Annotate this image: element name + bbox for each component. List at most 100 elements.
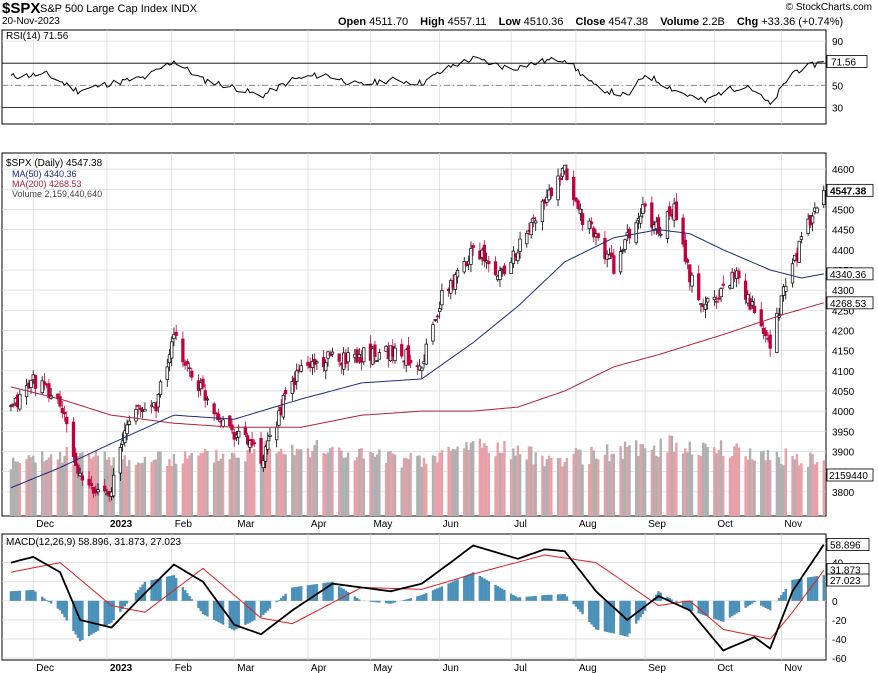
volume-bar: [527, 446, 531, 516]
macd-x-tick-label: Feb: [175, 663, 193, 673]
macd-histogram-bar: [621, 600, 624, 636]
volume-bar: [139, 463, 142, 516]
macd-histogram-bar: [358, 599, 361, 601]
price-x-tick-label: Nov: [784, 519, 802, 530]
volume-bar: [780, 463, 783, 516]
volume-bar: [672, 451, 676, 516]
candle-body: [759, 309, 763, 327]
price-tick-label: 4000: [832, 407, 855, 418]
volume-bar: [697, 454, 700, 516]
candle-body: [103, 485, 107, 492]
price-x-tick-label: Feb: [175, 519, 193, 530]
candle-body: [261, 460, 265, 469]
macd-histogram-bar: [760, 600, 763, 606]
macd-histogram-bar: [784, 588, 788, 601]
candle-body: [471, 245, 475, 248]
price-x-tick-label: Sep: [648, 519, 666, 530]
macd-histogram-bar: [32, 589, 35, 601]
candle-body: [556, 175, 560, 201]
macd-histogram-bar: [715, 600, 718, 620]
macd-histogram-bar: [744, 600, 747, 608]
macd-histogram-bar: [684, 600, 687, 608]
candle-body: [623, 239, 627, 250]
macd-histogram-bar: [456, 579, 459, 601]
macd-histogram-bar: [485, 579, 488, 601]
candle-body: [212, 403, 216, 415]
candle-body: [810, 215, 815, 224]
macd-histogram-bar: [543, 595, 546, 601]
candle-body: [487, 261, 491, 265]
price-x-tick-label: Jun: [443, 519, 459, 530]
candle-body: [42, 381, 47, 385]
volume-bar: [369, 451, 372, 516]
candle-body: [509, 261, 513, 274]
macd-histogram-bar: [668, 598, 671, 601]
volume-bar: [713, 447, 716, 516]
macd-histogram-bar: [369, 600, 372, 602]
volume-bar: [574, 448, 578, 516]
macd-histogram-bar: [393, 600, 397, 603]
macd-histogram-bar: [813, 576, 817, 601]
candle-body: [65, 416, 69, 425]
volume-bar: [246, 449, 249, 516]
macd-histogram-bar: [420, 595, 424, 601]
candle-body: [822, 190, 826, 206]
volume-bar: [137, 462, 140, 516]
macd-histogram-bar: [308, 584, 312, 601]
volume-bar: [34, 462, 37, 516]
macd-histogram-bar: [259, 600, 263, 618]
exchange-label: INDX: [170, 3, 197, 15]
volume-bar: [608, 461, 611, 516]
price-last-value: 4547.38: [830, 186, 867, 197]
volume-bar: [438, 452, 441, 516]
macd-line: [10, 544, 825, 652]
candle-body: [768, 334, 772, 349]
macd-histogram-bar: [469, 573, 473, 601]
volume-bar: [409, 452, 412, 516]
volume-bar: [813, 464, 817, 516]
volume-bar: [418, 455, 421, 516]
volume-bar: [550, 457, 553, 516]
volume-last-value: 2159440: [829, 471, 868, 482]
macd-histogram-bar: [532, 596, 535, 601]
candle-body: [688, 264, 692, 283]
candle-body: [752, 305, 757, 314]
candle-body: [618, 251, 623, 273]
macd-histogram-bar: [686, 600, 689, 609]
candle-body: [699, 303, 703, 306]
price-tick-label: 4400: [832, 246, 855, 257]
volume-bar: [326, 452, 330, 516]
candle-body: [138, 407, 143, 410]
volume-label: Volume: [660, 16, 700, 28]
candle-body: [462, 261, 466, 273]
chart-header: $SPX S&P 500 Large Cap Index INDX 20-Nov…: [0, 0, 878, 28]
volume-bar: [45, 459, 48, 516]
candle-body: [697, 273, 701, 301]
candle-body: [703, 303, 708, 310]
macd-histogram-bar: [449, 582, 453, 601]
volume-bar: [775, 451, 779, 516]
rsi-tick-label: 90: [832, 37, 844, 48]
volume-bar: [735, 443, 738, 516]
candle-body: [455, 269, 460, 278]
candle-body: [96, 489, 100, 493]
volume-bar: [668, 435, 671, 516]
candle-body: [531, 217, 536, 220]
candle-body: [433, 319, 437, 321]
macd-histogram-bar: [451, 581, 455, 601]
volume-bar: [547, 455, 551, 516]
volume-bar: [597, 459, 600, 516]
candle-body: [516, 252, 520, 262]
macd-histogram-bar: [27, 590, 30, 601]
candle-body: [560, 168, 565, 177]
rsi-last-value-box: [826, 55, 868, 68]
candle-body: [806, 218, 810, 234]
candle-body: [174, 331, 178, 336]
candle-body: [245, 435, 250, 445]
price-legend-ma50: MA(50) 4340.36: [12, 169, 77, 179]
macd-histogram-bar: [11, 591, 15, 601]
volume-bar: [530, 446, 533, 516]
macd-last-value: 58.896: [830, 541, 861, 552]
macd-histogram-bar: [717, 600, 721, 621]
volume-bar: [628, 445, 631, 516]
